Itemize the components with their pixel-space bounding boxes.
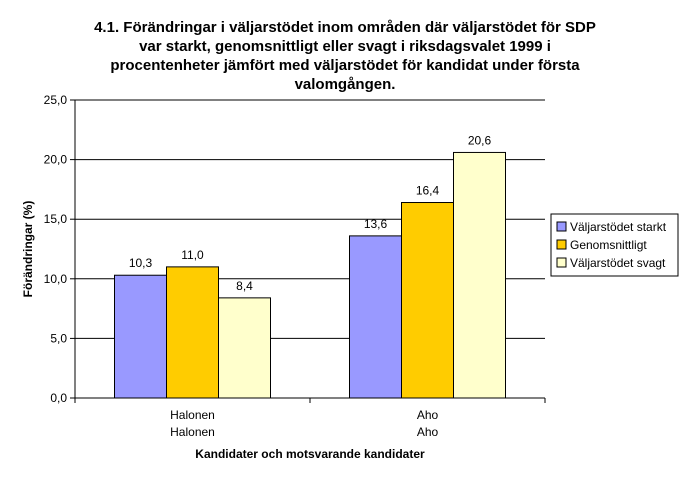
x-axis-title: Kandidater och motsvarande kandidater: [195, 447, 425, 461]
chart-title: 4.1. Förändringar i väljarstödet inom om…: [60, 18, 630, 94]
x-axis-ticks: Halonen Halonen Aho Aho: [74, 398, 546, 439]
y-tick-label: 15,0: [44, 212, 68, 226]
y-axis-title: Förändringar (%): [21, 201, 35, 298]
chart-title-line: var starkt, genomsnittligt eller svagt i…: [139, 38, 551, 55]
bar: [349, 235, 402, 399]
legend-label: Väljarstödet svagt: [570, 256, 666, 270]
x-tick-label: Halonen: [170, 425, 215, 439]
bar: [401, 202, 454, 399]
y-tick-label: 5,0: [50, 331, 67, 345]
chart-title-line: valomgången.: [294, 76, 396, 93]
legend-label: Väljarstödet starkt: [570, 220, 667, 234]
data-labels: 10,3 11,0 8,4 13,6 16,4 20,6: [129, 133, 492, 292]
chart-title-line: 4.1. Förändringar i väljarstödet inom om…: [94, 19, 596, 36]
chart-title-line: procentenheter jämfört med väljarstödet …: [110, 57, 580, 74]
legend: Väljarstödet starkt Genomsnittligt Väljars…: [550, 213, 679, 277]
data-label: 10,3: [129, 256, 153, 270]
legend-label: Genomsnittligt: [570, 238, 647, 252]
data-label: 13,6: [364, 217, 388, 231]
y-axis-ticks: 0,0 5,0 10,0 15,0 20,0 25,0: [44, 93, 75, 405]
y-tick-label: 25,0: [44, 93, 68, 107]
bars: [114, 151, 506, 399]
bar: [453, 151, 506, 399]
y-tick-label: 20,0: [44, 153, 68, 167]
x-tick-label: Aho: [417, 425, 439, 439]
legend-swatch: [556, 257, 567, 268]
bar: [166, 266, 219, 399]
y-tick-label: 0,0: [50, 391, 67, 405]
legend-box: [550, 213, 679, 277]
x-tick-label: Aho: [417, 408, 439, 422]
legend-swatch: [556, 239, 567, 250]
data-label: 8,4: [236, 279, 253, 293]
x-tick-label: Halonen: [170, 408, 215, 422]
y-tick-label: 10,0: [44, 272, 68, 286]
bar: [218, 297, 271, 399]
data-label: 16,4: [416, 184, 440, 198]
bar: [114, 274, 167, 399]
data-label: 20,6: [468, 133, 492, 147]
legend-swatch: [556, 221, 567, 232]
data-label: 11,0: [181, 248, 204, 262]
